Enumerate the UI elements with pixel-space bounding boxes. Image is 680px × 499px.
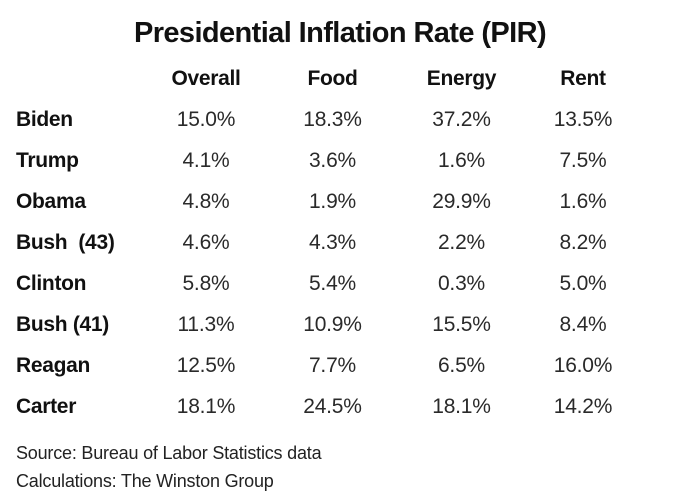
value-cell: 18.1%: [176, 394, 236, 418]
value-cell: 4.3%: [308, 230, 357, 254]
value-cell: 7.5%: [559, 148, 607, 172]
value-cell: 3.6%: [308, 148, 357, 172]
president-label: Clinton: [16, 271, 87, 295]
column-header-energy: Energy: [426, 67, 497, 90]
value-cell: 10.9%: [303, 312, 362, 336]
value-cell: 1.6%: [437, 148, 486, 172]
value-cell: 8.2%: [559, 230, 607, 254]
president-label: Carter: [16, 394, 77, 418]
value-cell: 15.5%: [432, 312, 491, 336]
value-cell: 14.2%: [553, 394, 613, 418]
footer-notes: Source: Bureau of Labor Statistics data …: [16, 439, 680, 495]
table-row-bush-41: Bush (41) 11.3% 10.9% 15.5% 8.4%: [16, 304, 640, 345]
column-header-overall: Overall: [171, 67, 241, 90]
value-cell: 29.9%: [432, 189, 491, 213]
value-cell: 15.0%: [176, 107, 236, 131]
value-cell: 2.2%: [437, 230, 486, 254]
president-label: Bush (41): [16, 312, 109, 336]
table-row-carter: Carter 18.1% 24.5% 18.1% 14.2%: [16, 386, 640, 427]
value-cell: 4.6%: [182, 230, 230, 254]
table-row-trump: Trump 4.1% 3.6% 1.6% 7.5%: [16, 140, 640, 181]
value-cell: 1.9%: [308, 189, 357, 213]
value-cell: 6.5%: [437, 353, 486, 377]
page-title: Presidential Inflation Rate (PIR): [133, 17, 547, 49]
calculations-line: Calculations: The Winston Group: [16, 471, 274, 491]
value-cell: 5.0%: [559, 271, 607, 295]
table-row-clinton: Clinton 5.8% 5.4% 0.3% 5.0%: [16, 263, 640, 304]
value-cell: 11.3%: [177, 312, 235, 336]
value-cell: 5.4%: [308, 271, 357, 295]
corner-cell: [16, 59, 144, 99]
value-cell: 0.3%: [437, 271, 486, 295]
value-cell: 18.3%: [303, 107, 362, 131]
value-cell: 24.5%: [303, 394, 362, 418]
table-row-biden: Biden 15.0% 18.3% 37.2% 13.5%: [16, 99, 640, 140]
value-cell: 12.5%: [176, 353, 236, 377]
pir-table: Overall Food Energy Rent Biden 15.0% 18.…: [16, 59, 640, 427]
value-cell: 37.2%: [432, 107, 491, 131]
column-header-rent: Rent: [560, 67, 606, 90]
value-cell: 16.0%: [553, 353, 613, 377]
value-cell: 8.4%: [559, 312, 607, 336]
president-label: Bush (43): [16, 230, 115, 254]
president-label: Biden: [16, 107, 73, 131]
source-line: Source: Bureau of Labor Statistics data: [16, 443, 322, 463]
president-label: Obama: [16, 189, 86, 213]
value-cell: 4.8%: [182, 189, 230, 213]
value-cell: 4.1%: [182, 148, 230, 172]
value-cell: 1.6%: [559, 189, 607, 213]
header-row: Overall Food Energy Rent: [16, 59, 640, 99]
president-label: Trump: [16, 148, 79, 172]
column-header-food: Food: [307, 67, 358, 90]
value-cell: 5.8%: [182, 271, 230, 295]
president-label: Reagan: [16, 353, 91, 377]
value-cell: 7.7%: [308, 353, 357, 377]
table-row-bush-43: Bush (43) 4.6% 4.3% 2.2% 8.2%: [16, 222, 640, 263]
value-cell: 13.5%: [553, 107, 613, 131]
value-cell: 18.1%: [432, 394, 491, 418]
table-row-obama: Obama 4.8% 1.9% 29.9% 1.6%: [16, 181, 640, 222]
table-row-reagan: Reagan 12.5% 7.7% 6.5% 16.0%: [16, 345, 640, 386]
